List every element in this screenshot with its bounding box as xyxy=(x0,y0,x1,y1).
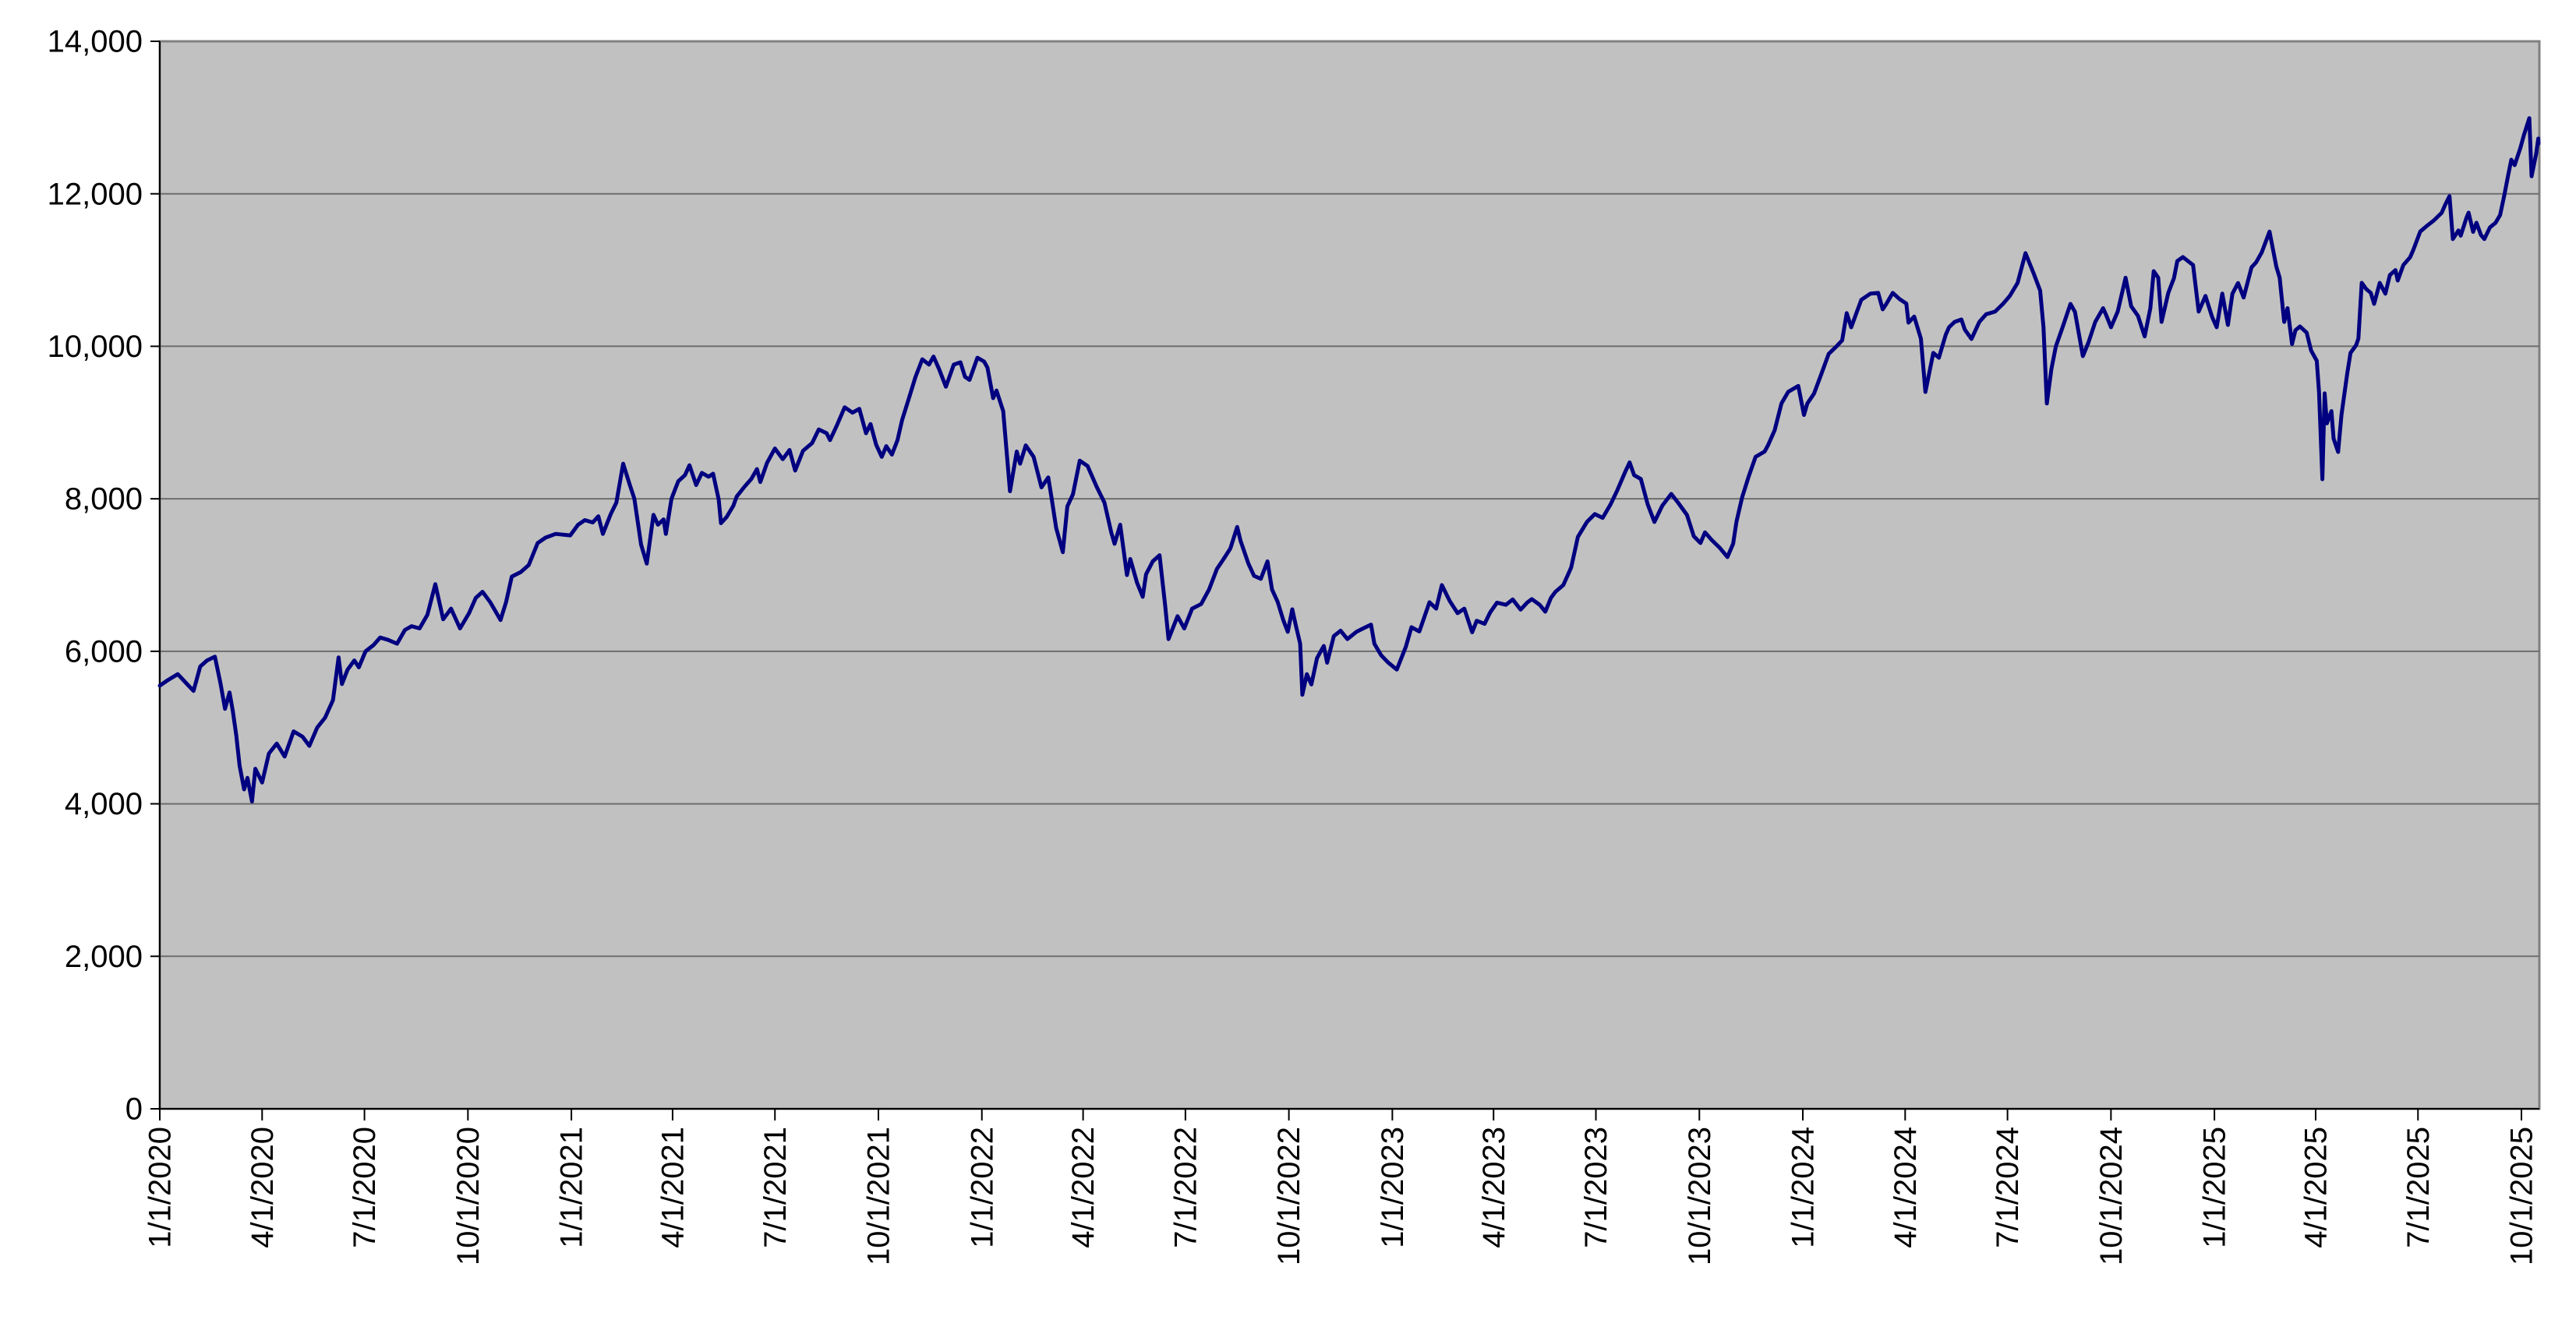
x-tick-label: 1/1/2020 xyxy=(143,1127,178,1248)
x-tick-label: 4/1/2024 xyxy=(1889,1127,1923,1248)
x-tick-label: 4/1/2022 xyxy=(1066,1127,1101,1248)
axis-lines xyxy=(159,41,2539,1120)
x-tick-label: 10/1/2020 xyxy=(451,1127,486,1265)
x-tick-label: 4/1/2025 xyxy=(2299,1127,2334,1248)
x-tick-label: 7/1/2022 xyxy=(1168,1127,1203,1248)
x-tick-label: 7/1/2023 xyxy=(1579,1127,1613,1248)
y-tick-label: 4,000 xyxy=(65,787,143,821)
y-tick-label: 10,000 xyxy=(48,330,143,364)
y-axis-labels: 0 2,000 4,000 6,000 8,000 10,000 12,000 14,000 xyxy=(48,25,143,1127)
x-axis-labels: 1/1/2020 4/1/2020 7/1/2020 10/1/2020 1/1/202… xyxy=(143,1127,2539,1265)
x-tick-label: 4/1/2023 xyxy=(1477,1127,1511,1248)
x-tick-label: 7/1/2024 xyxy=(1991,1127,2025,1248)
x-tick-label: 10/1/2023 xyxy=(1683,1127,1717,1265)
price-line xyxy=(157,116,2541,804)
y-tick-label: 12,000 xyxy=(48,177,143,211)
x-tick-label: 1/1/2022 xyxy=(965,1127,999,1248)
x-tick-label: 4/1/2020 xyxy=(246,1127,280,1248)
x-tick-label: 10/1/2024 xyxy=(2094,1127,2129,1265)
x-tick-label: 1/1/2023 xyxy=(1376,1127,1410,1248)
y-tick-label: 14,000 xyxy=(48,25,143,59)
x-tick-label: 7/1/2025 xyxy=(2401,1127,2436,1248)
x-tick-label: 4/1/2021 xyxy=(656,1127,691,1248)
x-tick-label: 1/1/2021 xyxy=(555,1127,589,1248)
x-tick-label: 1/1/2024 xyxy=(1786,1127,1821,1248)
gridlines xyxy=(160,192,2539,958)
x-tick-label: 10/1/2021 xyxy=(862,1127,896,1265)
x-tick-label: 7/1/2021 xyxy=(758,1127,793,1248)
y-tick-label: 0 xyxy=(125,1092,143,1127)
axis-ticks xyxy=(150,41,2522,1120)
y-tick-label: 8,000 xyxy=(65,482,143,517)
x-tick-label: 1/1/2025 xyxy=(2198,1127,2232,1248)
plot-area xyxy=(158,40,2541,1110)
x-tick-label: 7/1/2020 xyxy=(348,1127,382,1248)
x-tick-label: 10/1/2022 xyxy=(1272,1127,1306,1265)
x-tick-label: 10/1/2025 xyxy=(2505,1127,2539,1265)
y-tick-label: 2,000 xyxy=(65,940,143,974)
y-tick-label: 6,000 xyxy=(65,634,143,669)
